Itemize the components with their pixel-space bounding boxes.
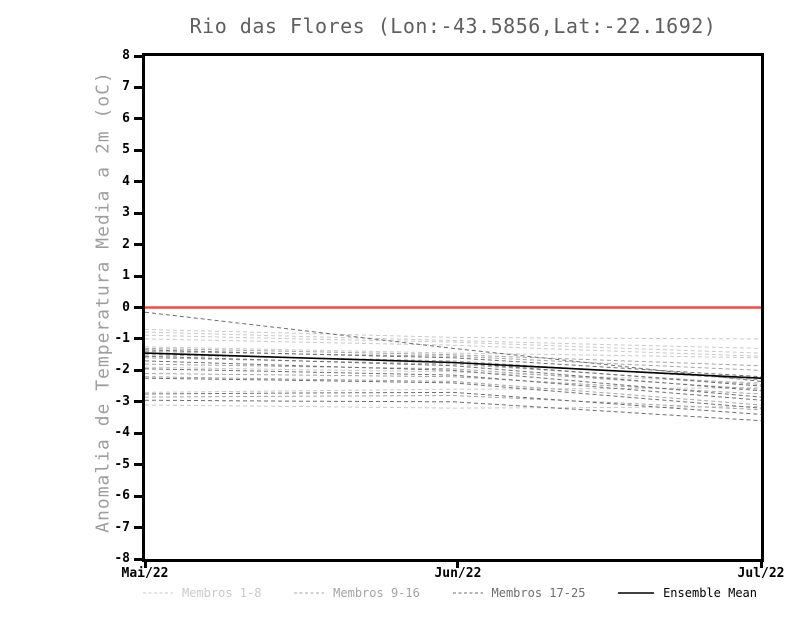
ensemble-member-line (145, 349, 761, 378)
y-tick-label: 7 (122, 79, 130, 95)
ensemble-member-line (145, 354, 761, 381)
y-tick-mark (134, 431, 142, 435)
ensemble-member-line (145, 329, 761, 340)
y-tick-label: 6 (122, 110, 130, 126)
y-tick-label: 8 (122, 48, 130, 63)
ensemble-lines-plot (145, 306, 761, 422)
y-tick-mark (134, 400, 142, 404)
ensemble-member-line (145, 347, 761, 367)
y-tick-label: 4 (122, 173, 130, 189)
dashed-line-sample-icon (143, 592, 173, 594)
x-tick-mark (759, 562, 763, 568)
legend-label: Membros 17-25 (491, 586, 586, 600)
ensemble-member-line (145, 334, 761, 354)
legend-label: Ensemble Mean (663, 586, 757, 600)
ensemble-member-line (145, 399, 761, 422)
ensemble-member-line (145, 391, 761, 415)
legend-label: Membros 1-8 (182, 586, 262, 600)
legend-item-membros-17-25: Membros 17-25 (452, 586, 586, 600)
chart-legend: Membros 1-8 Membros 9-16 Membros 17-25 E… (143, 584, 757, 602)
x-tick-label: Jun/22 (434, 566, 482, 581)
x-tick-label: Jul/22 (737, 566, 785, 581)
y-tick-mark (134, 274, 142, 278)
y-tick-mark (134, 557, 142, 561)
ensemble-member-line (145, 360, 761, 398)
y-tick-label: -3 (114, 393, 130, 409)
y-tick-mark (134, 85, 142, 89)
ensemble-member-line (145, 311, 761, 382)
ensemble-member-line (145, 377, 761, 409)
solid-line-sample-icon (618, 592, 655, 594)
x-tick-mark (143, 562, 147, 568)
y-tick-label: -1 (114, 330, 130, 346)
y-tick-mark (134, 494, 142, 498)
x-tick-mark (456, 562, 460, 568)
ensemble-member-line (145, 331, 761, 349)
ensemble-member-line (145, 387, 761, 393)
ensemble-member-line (145, 404, 761, 409)
y-tick-label: -5 (114, 456, 130, 472)
legend-label: Membros 9-16 (333, 586, 420, 600)
ensemble-member-line (145, 357, 761, 385)
y-tick-mark (134, 117, 142, 121)
y-tick-mark (134, 337, 142, 341)
x-tick-label: Mai/22 (121, 566, 169, 581)
chart-title: Rio das Flores (Lon:-43.5856,Lat:-22.169… (189, 14, 717, 38)
y-tick-label: 3 (122, 205, 130, 221)
y-tick-label: -2 (114, 362, 130, 378)
y-tick-mark (134, 306, 142, 309)
ensemble-member-line (145, 366, 761, 384)
ensemble-member-line (145, 338, 761, 357)
y-tick-mark (134, 243, 142, 247)
y-tick-mark (134, 54, 142, 58)
y-tick-mark (134, 148, 142, 152)
dashed-line-sample-icon (294, 592, 325, 594)
y-tick-mark (134, 526, 142, 530)
legend-item-ensemble-mean: Ensemble Mean (618, 586, 757, 600)
y-tick-label: 0 (122, 299, 130, 315)
y-tick-label: -8 (114, 551, 130, 566)
ensemble-member-line (145, 355, 761, 392)
ensemble-member-line (145, 376, 761, 406)
y-tick-label: -6 (114, 488, 130, 504)
y-tick-label: -4 (114, 425, 130, 441)
dashed-line-sample-icon (452, 592, 483, 594)
y-tick-mark (134, 180, 142, 184)
y-tick-label: 5 (122, 142, 130, 158)
legend-item-membros-9-16: Membros 9-16 (294, 586, 420, 600)
ensemble-member-line (145, 368, 761, 401)
y-tick-label: 2 (122, 236, 130, 252)
y-tick-mark (134, 211, 142, 215)
ensemble-member-line (145, 351, 761, 371)
ensemble-mean-line (145, 352, 761, 379)
y-tick-mark (134, 368, 142, 372)
y-tick-label: -7 (114, 519, 130, 535)
plot-area (142, 53, 764, 562)
y-tick-mark (134, 463, 142, 467)
y-tick-label: 1 (122, 268, 130, 284)
legend-item-membros-1-8: Membros 1-8 (143, 586, 261, 600)
ensemble-member-line (145, 373, 761, 395)
ensemble-member-line (145, 346, 761, 359)
ensemble-member-line (145, 394, 761, 411)
